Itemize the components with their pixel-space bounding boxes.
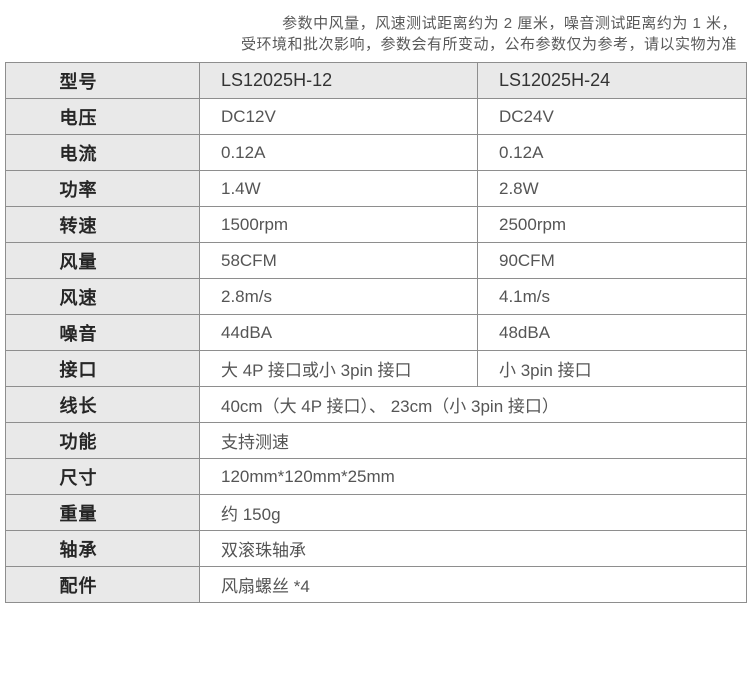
spec-value-2: DC24V <box>477 98 747 135</box>
spec-value-2: 90CFM <box>477 242 747 279</box>
spec-value-2: 小 3pin 接口 <box>477 350 747 387</box>
spec-row-power: 功率 1.4W 2.8W <box>5 170 747 207</box>
spec-value-1: 2.8m/s <box>199 278 478 315</box>
spec-row-current: 电流 0.12A 0.12A <box>5 134 747 171</box>
spec-label: 转速 <box>5 206 200 243</box>
disclaimer-line-1: 参数中风量，风速测试距离约为 2 厘米，噪音测试距离约为 1 米， <box>282 15 737 32</box>
spec-value-1: LS12025H-12 <box>199 62 478 99</box>
spec-row-model: 型号 LS12025H-12 LS12025H-24 <box>5 62 747 99</box>
spec-table: 型号 LS12025H-12 LS12025H-24 电压 DC12V DC24… <box>5 62 747 603</box>
disclaimer-line-2: 受环境和批次影响，参数会有所变动，公布参数仅为参考，请以实物为准 <box>240 36 737 53</box>
spec-label: 轴承 <box>5 530 200 567</box>
spec-label: 功能 <box>5 422 200 459</box>
spec-row-rpm: 转速 1500rpm 2500rpm <box>5 206 747 243</box>
spec-value-span: 风扇螺丝 *4 <box>199 566 747 603</box>
spec-value-2: 2.8W <box>477 170 747 207</box>
spec-value-1: 大 4P 接口或小 3pin 接口 <box>199 350 478 387</box>
spec-value-1: 0.12A <box>199 134 478 171</box>
spec-value-span: 约 150g <box>199 494 747 531</box>
spec-value-2: 48dBA <box>477 314 747 351</box>
disclaimer: 参数中风量，风速测试距离约为 2 厘米，噪音测试距离约为 1 米， 受环境和批次… <box>0 13 750 55</box>
spec-row-wind-speed: 风速 2.8m/s 4.1m/s <box>5 278 747 315</box>
spec-value-span: 120mm*120mm*25mm <box>199 458 747 495</box>
spec-label: 接口 <box>5 350 200 387</box>
spec-row-weight: 重量 约 150g <box>5 494 747 531</box>
spec-value-span: 40cm（大 4P 接口）、 23cm（小 3pin 接口） <box>199 386 747 423</box>
spec-value-2: 2500rpm <box>477 206 747 243</box>
spec-value-span: 支持测速 <box>199 422 747 459</box>
spec-label: 重量 <box>5 494 200 531</box>
spec-value-2: 4.1m/s <box>477 278 747 315</box>
spec-row-cable-length: 线长 40cm（大 4P 接口）、 23cm（小 3pin 接口） <box>5 386 747 423</box>
spec-row-function: 功能 支持测速 <box>5 422 747 459</box>
spec-label: 电流 <box>5 134 200 171</box>
spec-row-dimensions: 尺寸 120mm*120mm*25mm <box>5 458 747 495</box>
spec-label: 风量 <box>5 242 200 279</box>
spec-row-voltage: 电压 DC12V DC24V <box>5 98 747 135</box>
spec-value-2: LS12025H-24 <box>477 62 747 99</box>
spec-row-bearing: 轴承 双滚珠轴承 <box>5 530 747 567</box>
spec-label: 型号 <box>5 62 200 99</box>
spec-value-1: 1.4W <box>199 170 478 207</box>
spec-value-1: 1500rpm <box>199 206 478 243</box>
spec-value-2: 0.12A <box>477 134 747 171</box>
spec-label: 风速 <box>5 278 200 315</box>
spec-value-span: 双滚珠轴承 <box>199 530 747 567</box>
spec-label: 电压 <box>5 98 200 135</box>
spec-label: 配件 <box>5 566 200 603</box>
spec-row-noise: 噪音 44dBA 48dBA <box>5 314 747 351</box>
spec-value-1: 44dBA <box>199 314 478 351</box>
spec-label: 线长 <box>5 386 200 423</box>
spec-row-connector: 接口 大 4P 接口或小 3pin 接口 小 3pin 接口 <box>5 350 747 387</box>
spec-value-1: 58CFM <box>199 242 478 279</box>
spec-label: 尺寸 <box>5 458 200 495</box>
spec-label: 噪音 <box>5 314 200 351</box>
spec-row-airflow: 风量 58CFM 90CFM <box>5 242 747 279</box>
spec-row-accessories: 配件 风扇螺丝 *4 <box>5 566 747 603</box>
spec-value-1: DC12V <box>199 98 478 135</box>
spec-label: 功率 <box>5 170 200 207</box>
